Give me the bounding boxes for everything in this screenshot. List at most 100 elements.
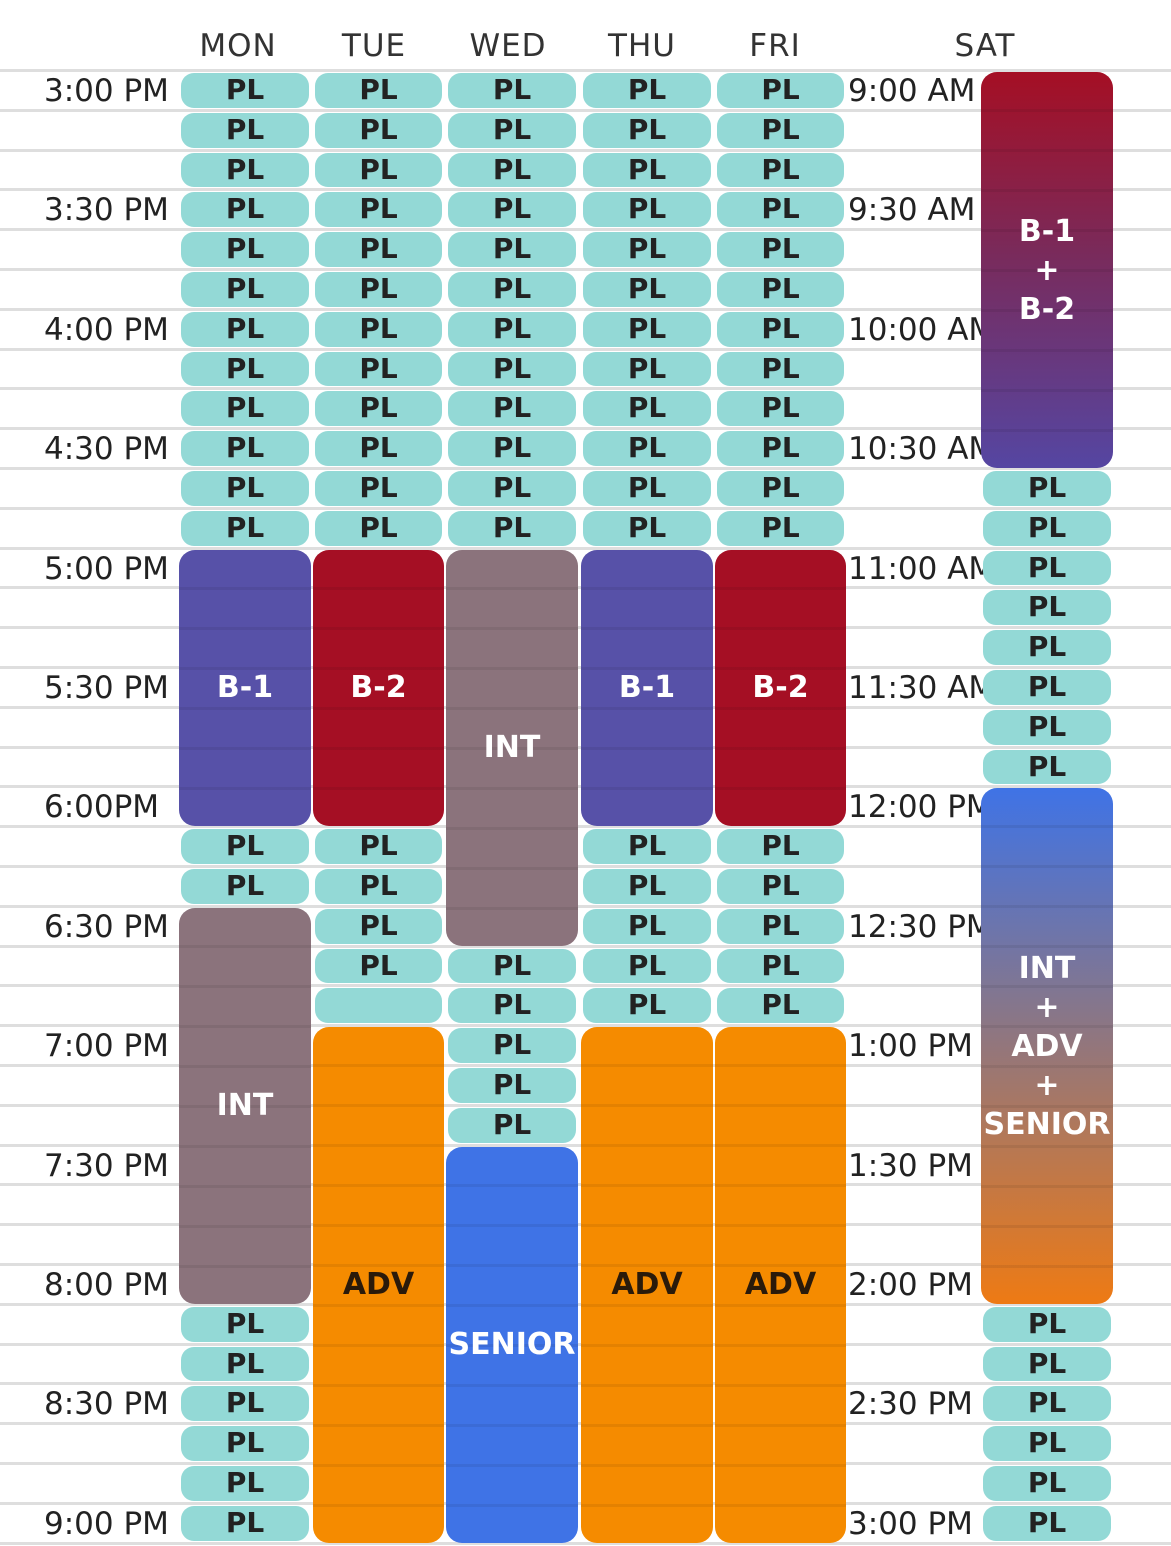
pl-slot-tue[interactable]: PL: [315, 272, 442, 307]
class-block-mon-int[interactable]: INT: [179, 907, 311, 1304]
pl-slot-tue[interactable]: PL: [315, 192, 442, 228]
class-block-thu-adv[interactable]: ADV: [581, 1027, 713, 1543]
pl-slot-wed[interactable]: PL: [448, 192, 576, 228]
pl-slot-wed[interactable]: PL: [448, 1107, 576, 1143]
pl-slot-thu[interactable]: PL: [583, 192, 711, 228]
pl-slot-fri[interactable]: PL: [717, 510, 844, 546]
pl-slot-fri[interactable]: PL: [717, 948, 844, 984]
pl-slot-mon[interactable]: PL: [181, 351, 309, 387]
pl-slot-tue[interactable]: PL: [315, 152, 442, 188]
pl-slot-thu[interactable]: PL: [583, 869, 711, 904]
pl-slot-thu[interactable]: PL: [583, 73, 711, 108]
pl-slot-wed[interactable]: PL: [448, 431, 576, 466]
class-block-mon-b1[interactable]: B-1: [179, 549, 311, 827]
pl-slot-sat[interactable]: PL: [983, 1346, 1111, 1382]
pl-slot-thu[interactable]: PL: [583, 272, 711, 307]
pl-slot-mon[interactable]: PL: [181, 869, 309, 904]
pl-slot-thu[interactable]: PL: [583, 311, 711, 347]
pl-slot-mon[interactable]: PL: [181, 391, 309, 427]
pl-slot-mon[interactable]: PL: [181, 510, 309, 546]
class-block-wed-senior[interactable]: SENIOR: [446, 1146, 578, 1543]
pl-slot-fri[interactable]: PL: [717, 73, 844, 108]
pl-slot-fri[interactable]: PL: [717, 829, 844, 864]
pl-slot-wed[interactable]: PL: [448, 988, 576, 1024]
class-block-fri-adv[interactable]: ADV: [715, 1027, 846, 1543]
class-block-thu-b1[interactable]: B-1: [581, 549, 713, 827]
pl-slot-sat[interactable]: PL: [983, 1426, 1111, 1461]
class-block-fri-b2[interactable]: B-2: [715, 549, 846, 827]
pl-slot-fri[interactable]: PL: [717, 908, 844, 944]
pl-slot-sat[interactable]: PL: [983, 1466, 1111, 1501]
pl-slot-sat[interactable]: PL: [983, 670, 1111, 705]
pl-slot-thu[interactable]: PL: [583, 471, 711, 506]
pl-slot-mon[interactable]: PL: [181, 829, 309, 864]
pl-slot-wed[interactable]: PL: [448, 471, 576, 506]
pl-slot-fri[interactable]: PL: [717, 311, 844, 347]
pl-slot-tue[interactable]: PL: [315, 232, 442, 267]
pl-slot-sat[interactable]: PL: [983, 510, 1111, 546]
pl-slot-wed[interactable]: PL: [448, 351, 576, 387]
pl-slot-mon[interactable]: PL: [181, 232, 309, 267]
pl-slot-mon[interactable]: PL: [181, 1306, 309, 1342]
pl-slot-tue[interactable]: PL: [315, 73, 442, 108]
pl-slot-sat[interactable]: PL: [983, 550, 1111, 586]
pl-slot-thu[interactable]: PL: [583, 152, 711, 188]
pl-slot-wed[interactable]: PL: [448, 391, 576, 427]
pl-slot-mon[interactable]: PL: [181, 192, 309, 228]
pl-slot-mon[interactable]: PL: [181, 311, 309, 347]
pl-slot-wed[interactable]: PL: [448, 272, 576, 307]
pl-slot-wed[interactable]: PL: [448, 510, 576, 546]
pl-slot-fri[interactable]: PL: [717, 869, 844, 904]
pl-slot-sat[interactable]: PL: [983, 1386, 1111, 1422]
pl-slot-tue[interactable]: PL: [315, 510, 442, 546]
pl-slot-tue[interactable]: PL: [315, 351, 442, 387]
pl-slot-mon[interactable]: PL: [181, 112, 309, 148]
class-block-sat-grad2[interactable]: INT + ADV + SENIOR: [981, 788, 1113, 1304]
pl-slot-sat[interactable]: PL: [983, 630, 1111, 665]
pl-slot-thu[interactable]: PL: [583, 510, 711, 546]
pl-slot-fri[interactable]: PL: [717, 391, 844, 427]
pl-slot-mon[interactable]: PL: [181, 1386, 309, 1422]
pl-slot-thu[interactable]: PL: [583, 391, 711, 427]
class-block-tue-b2[interactable]: B-2: [313, 549, 444, 827]
pl-slot-tue[interactable]: PL: [315, 908, 442, 944]
pl-slot-thu[interactable]: PL: [583, 948, 711, 984]
pl-slot-fri[interactable]: PL: [717, 351, 844, 387]
pl-slot-tue[interactable]: PL: [315, 471, 442, 506]
pl-slot-wed[interactable]: PL: [448, 311, 576, 347]
pl-slot-tue[interactable]: PL: [315, 948, 442, 984]
pl-slot-wed[interactable]: PL: [448, 152, 576, 188]
class-block-sat-grad1[interactable]: B-1 + B-2: [981, 72, 1113, 468]
pl-slot-fri[interactable]: PL: [717, 112, 844, 148]
pl-slot-tue[interactable]: PL: [315, 431, 442, 466]
pl-slot-thu[interactable]: PL: [583, 232, 711, 267]
pl-slot-tue[interactable]: PL: [315, 112, 442, 148]
pl-slot-thu[interactable]: PL: [583, 829, 711, 864]
pl-slot-fri[interactable]: PL: [717, 232, 844, 267]
pl-slot-mon[interactable]: PL: [181, 1426, 309, 1461]
pl-slot-sat[interactable]: PL: [983, 709, 1111, 745]
pl-slot-wed[interactable]: PL: [448, 232, 576, 267]
pl-slot-fri[interactable]: PL: [717, 431, 844, 466]
pl-slot-mon[interactable]: PL: [181, 1466, 309, 1501]
pl-slot-thu[interactable]: PL: [583, 431, 711, 466]
pl-slot-mon[interactable]: PL: [181, 1346, 309, 1382]
pl-slot-mon[interactable]: PL: [181, 471, 309, 506]
pl-slot-wed[interactable]: PL: [448, 948, 576, 984]
pl-slot-wed[interactable]: PL: [448, 1068, 576, 1103]
pl-slot-tue[interactable]: PL: [315, 829, 442, 864]
pl-slot-sat[interactable]: PL: [983, 1306, 1111, 1342]
class-block-tue-adv[interactable]: ADV: [313, 1027, 444, 1543]
pl-slot-thu[interactable]: PL: [583, 351, 711, 387]
pl-slot-sat[interactable]: PL: [983, 471, 1111, 506]
pl-slot-thu[interactable]: PL: [583, 908, 711, 944]
pl-slot-wed[interactable]: PL: [448, 1028, 576, 1063]
pl-slot-mon[interactable]: PL: [181, 73, 309, 108]
pl-slot-fri[interactable]: PL: [717, 471, 844, 506]
pl-slot-thu[interactable]: PL: [583, 988, 711, 1024]
pl-slot-fri[interactable]: PL: [717, 152, 844, 188]
pl-slot-sat[interactable]: PL: [983, 1505, 1111, 1541]
pl-slot-mon[interactable]: PL: [181, 431, 309, 466]
pl-slot-wed[interactable]: PL: [448, 73, 576, 108]
class-block-wed-int[interactable]: INT: [446, 549, 578, 946]
